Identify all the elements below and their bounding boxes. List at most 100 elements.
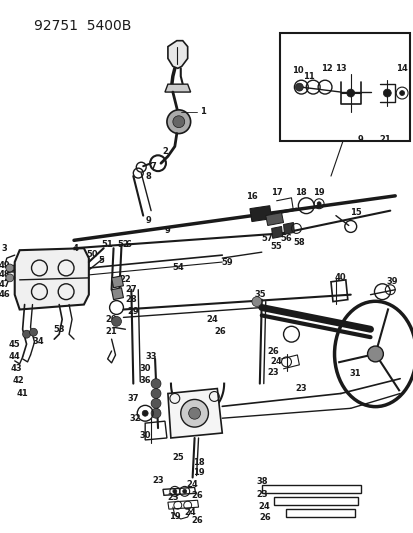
Text: 26: 26 (258, 513, 270, 521)
Text: 19: 19 (192, 468, 204, 477)
Text: 15: 15 (349, 208, 361, 217)
Ellipse shape (151, 399, 161, 408)
Ellipse shape (6, 274, 14, 282)
Text: 16: 16 (245, 192, 257, 201)
Text: 24: 24 (206, 315, 218, 324)
Text: 40: 40 (334, 273, 346, 282)
Text: 49: 49 (0, 261, 11, 270)
Ellipse shape (251, 297, 261, 306)
Text: 59: 59 (221, 257, 233, 266)
Ellipse shape (188, 407, 200, 419)
Ellipse shape (180, 399, 208, 427)
Ellipse shape (173, 116, 184, 127)
Text: 9: 9 (145, 216, 151, 225)
Text: 48: 48 (0, 270, 11, 279)
Ellipse shape (151, 389, 161, 399)
Text: 21: 21 (105, 327, 117, 336)
Text: 31: 31 (349, 369, 361, 378)
Text: 23: 23 (255, 490, 267, 499)
Text: 13: 13 (334, 64, 346, 73)
Ellipse shape (112, 317, 121, 326)
Ellipse shape (166, 110, 190, 134)
Text: 23: 23 (267, 368, 279, 377)
Text: 5: 5 (99, 256, 104, 264)
Text: 19: 19 (313, 188, 324, 197)
Text: 38: 38 (255, 477, 267, 486)
Text: 92751  5400B: 92751 5400B (34, 19, 132, 33)
Text: 41: 41 (17, 389, 28, 398)
Ellipse shape (182, 489, 186, 494)
Ellipse shape (316, 202, 320, 206)
Polygon shape (265, 213, 283, 225)
Text: 3: 3 (2, 244, 8, 253)
Text: 11: 11 (303, 72, 314, 81)
Text: 7: 7 (150, 161, 156, 171)
Text: 26: 26 (191, 516, 203, 526)
Polygon shape (283, 222, 294, 235)
Text: 46: 46 (0, 290, 11, 299)
Text: 28: 28 (125, 295, 137, 304)
Ellipse shape (346, 89, 354, 97)
Text: 55: 55 (270, 242, 282, 251)
Ellipse shape (151, 378, 161, 389)
Text: 54: 54 (171, 263, 183, 272)
Text: 47: 47 (0, 280, 11, 289)
Text: 39: 39 (386, 277, 397, 286)
Text: 8: 8 (145, 172, 151, 181)
Polygon shape (249, 206, 271, 222)
Polygon shape (164, 84, 190, 92)
Text: 20: 20 (105, 315, 117, 324)
Text: 10: 10 (291, 66, 302, 75)
Text: 34: 34 (33, 337, 44, 345)
Text: 1: 1 (199, 107, 205, 116)
Ellipse shape (29, 328, 37, 336)
Text: 22: 22 (119, 276, 131, 284)
Text: 23: 23 (166, 493, 178, 502)
Text: 26: 26 (214, 327, 225, 336)
Polygon shape (168, 41, 187, 68)
Text: 30: 30 (139, 432, 151, 440)
Text: 6: 6 (125, 240, 131, 249)
Text: 19: 19 (169, 512, 180, 521)
Text: 25: 25 (171, 453, 183, 462)
Text: 9: 9 (357, 135, 363, 144)
Text: 36: 36 (139, 376, 151, 385)
Text: 17: 17 (270, 188, 282, 197)
Text: 9: 9 (165, 226, 171, 235)
Text: 53: 53 (53, 325, 65, 334)
Polygon shape (112, 288, 123, 300)
Text: 24: 24 (186, 480, 198, 489)
Text: 24: 24 (270, 357, 282, 366)
Ellipse shape (173, 489, 176, 494)
Text: 32: 32 (129, 414, 141, 423)
Text: 37: 37 (127, 394, 139, 403)
Text: 52: 52 (117, 240, 129, 249)
Text: 50: 50 (86, 249, 97, 259)
Text: 42: 42 (13, 376, 24, 385)
Text: 26: 26 (267, 346, 279, 356)
Polygon shape (168, 389, 222, 438)
Text: 24: 24 (257, 502, 269, 511)
Text: 18: 18 (295, 188, 306, 197)
Text: 12: 12 (320, 64, 332, 73)
Ellipse shape (151, 408, 161, 418)
Ellipse shape (382, 89, 390, 97)
Text: 27: 27 (125, 285, 137, 294)
Text: 14: 14 (395, 64, 407, 73)
Text: 57: 57 (260, 234, 272, 243)
Text: 51: 51 (102, 240, 113, 249)
Text: 35: 35 (254, 290, 265, 299)
Text: 43: 43 (11, 364, 22, 373)
Text: 56: 56 (280, 234, 292, 243)
Text: 23: 23 (295, 384, 306, 393)
Text: 21: 21 (379, 135, 390, 144)
Ellipse shape (6, 264, 14, 272)
Ellipse shape (142, 410, 148, 416)
Text: 4: 4 (73, 244, 79, 253)
Polygon shape (112, 276, 123, 288)
Ellipse shape (399, 91, 404, 95)
Text: 18: 18 (192, 458, 204, 467)
Text: 58: 58 (293, 238, 304, 247)
Ellipse shape (23, 330, 31, 338)
Text: 29: 29 (127, 307, 139, 316)
